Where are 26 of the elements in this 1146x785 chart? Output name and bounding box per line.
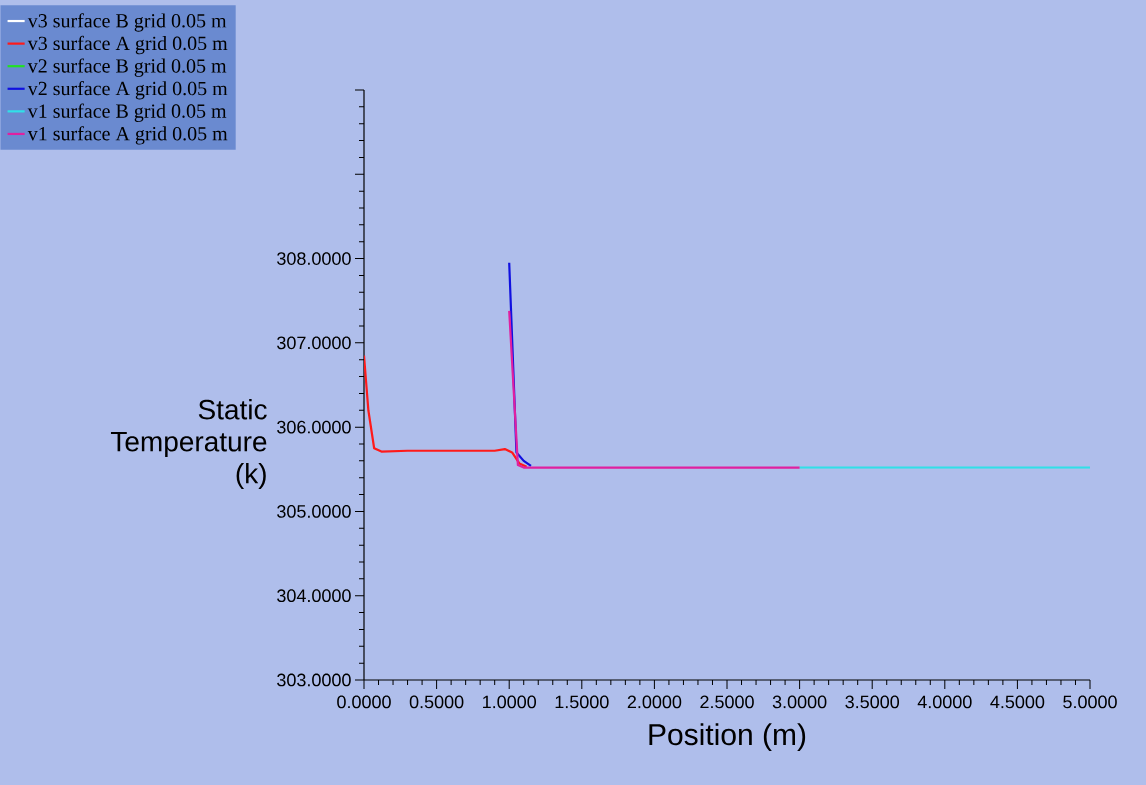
x-tick-label: 0.0000 <box>337 695 391 709</box>
y-tick-label: 308.0000 <box>277 252 351 265</box>
x-tick-label: 4.5000 <box>990 695 1045 709</box>
legend-label: v3 surface A grid 0.05 m <box>27 35 228 55</box>
y-axis-title: Static Temperature (k) <box>110 398 267 490</box>
legend-label: v1 surface B grid 0.05 m <box>27 103 227 122</box>
x-tick-label: 1.5000 <box>555 695 609 709</box>
line-series <box>364 354 528 468</box>
x-tick-label: 5.0000 <box>1063 695 1117 709</box>
legend-label: v3 surface B grid 0.05 m <box>27 13 227 32</box>
legend-label: v1 surface A grid 0.05 m <box>27 126 228 145</box>
y-tick-label: 303.0000 <box>277 673 351 687</box>
y-tick-label: 304.0000 <box>277 589 351 603</box>
x-tick-label: 1.0000 <box>483 695 537 709</box>
x-tick-label: 2.5000 <box>700 695 754 709</box>
y-tick-label: 306.0000 <box>277 420 351 434</box>
x-axis-title: Position (m) <box>649 723 806 752</box>
legend-label: v2 surface A grid 0.05 m <box>27 80 228 100</box>
y-tick-label: 305.0000 <box>277 505 351 518</box>
x-tick-label: 0.5000 <box>409 695 464 709</box>
x-tick-label: 2.0000 <box>627 695 682 709</box>
legend-label: v2 surface B grid 0.05 m <box>27 58 227 77</box>
y-tick-label: 307.0000 <box>277 336 351 350</box>
x-tick-label: 3.5000 <box>845 695 900 709</box>
x-tick-label: 4.0000 <box>917 695 972 709</box>
x-tick-label: 3.0000 <box>772 695 827 709</box>
